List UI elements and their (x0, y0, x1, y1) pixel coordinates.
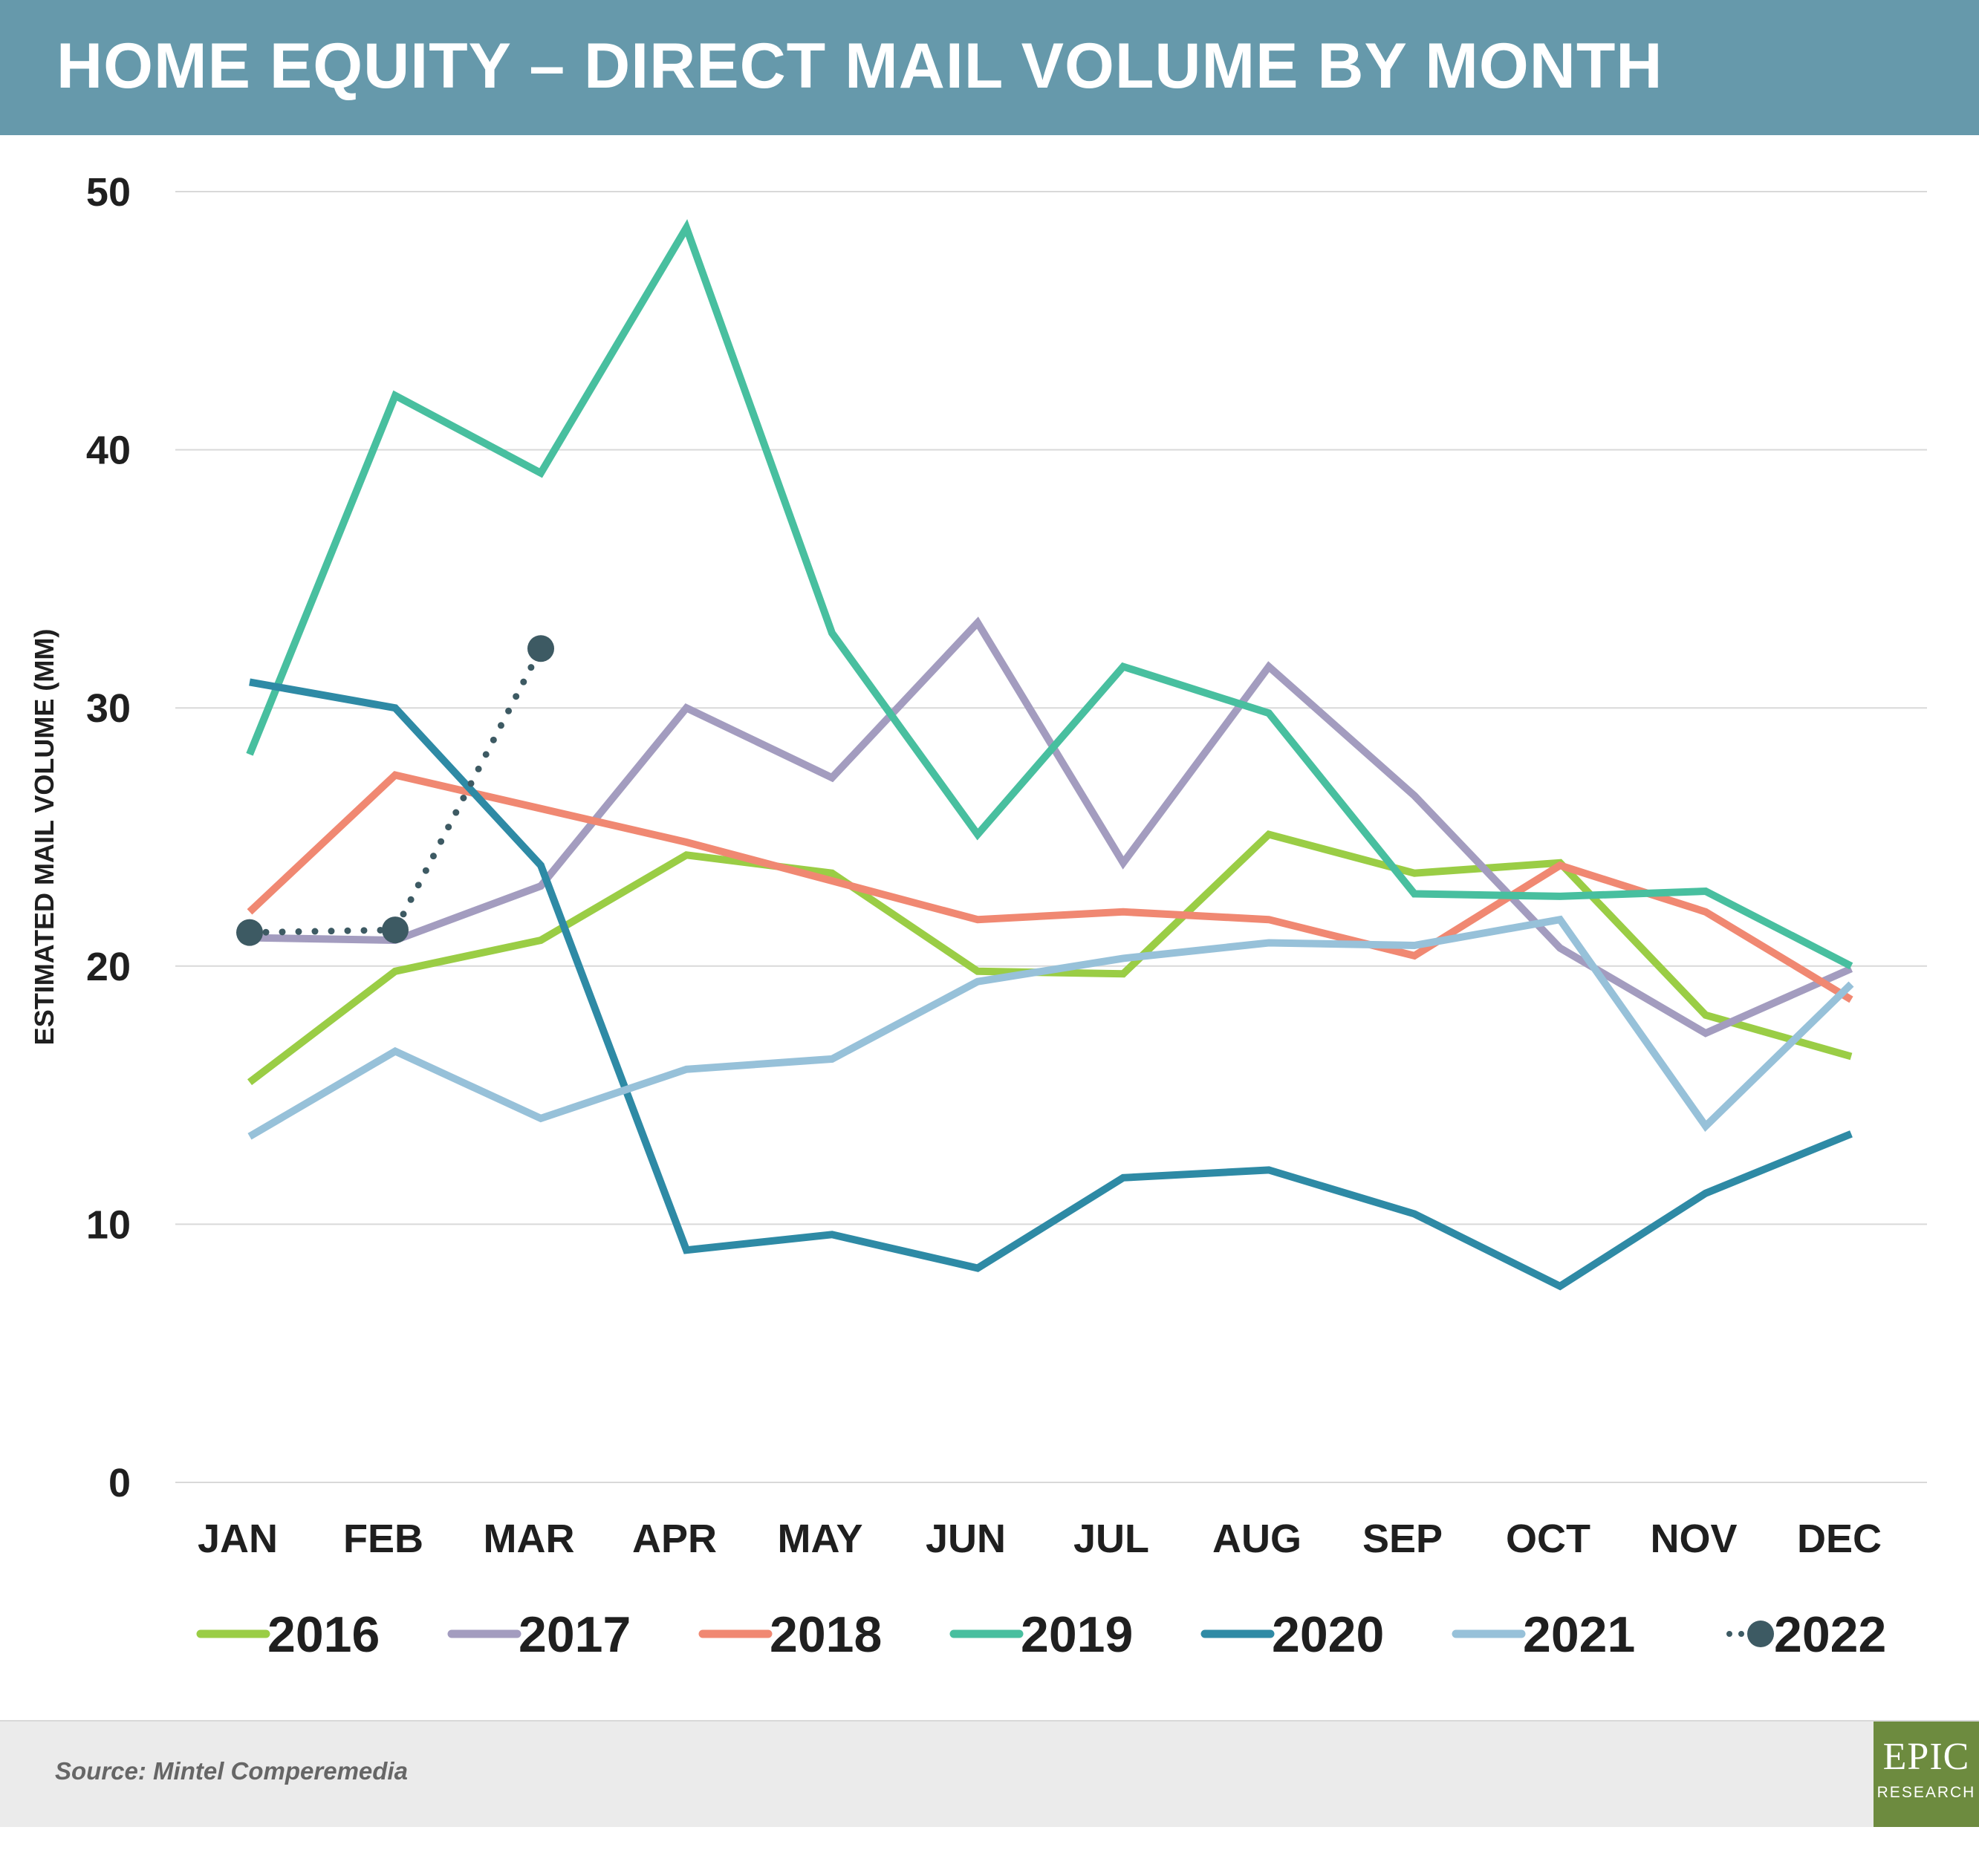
series-line-2019 (246, 219, 1853, 970)
footer: Source: Mintel Comperemedia EPIC RESEARC… (0, 1720, 1979, 1827)
source-note: Source: Mintel Comperemedia (55, 1757, 408, 1785)
x-tick-label: MAR (484, 1517, 575, 1561)
series-line-2018 (247, 771, 1853, 1003)
epic-research-logo: EPIC RESEARCH (1874, 1722, 1979, 1827)
legend-item-2021: 2021 (1452, 1606, 1635, 1663)
x-tick-label: JUN (926, 1517, 1006, 1561)
legend-label-2020: 2020 (1272, 1606, 1384, 1663)
legend-item-2020: 2020 (1200, 1606, 1384, 1663)
y-tick-label: 40 (86, 429, 131, 473)
x-tick-label: OCT (1506, 1517, 1590, 1561)
legend-label-2017: 2017 (519, 1606, 631, 1663)
legend-label-2018: 2018 (770, 1606, 882, 1663)
legend-item-2018: 2018 (698, 1606, 882, 1663)
legend-item-2017: 2017 (447, 1606, 631, 1663)
legend-label-2022: 2022 (1774, 1606, 1886, 1663)
x-tick-label: JUL (1073, 1517, 1149, 1561)
y-axis-label: ESTIMATED MAIL VOLUME (MM) (29, 629, 59, 1046)
legend-label-2016: 2016 (267, 1606, 380, 1663)
legend-item-2016: 2016 (196, 1606, 380, 1663)
x-tick-label: SEP (1362, 1517, 1443, 1561)
x-tick-label: AUG (1212, 1517, 1302, 1561)
logo-sub-text: RESEARCH (1876, 1784, 1976, 1801)
chart-title: HOME EQUITY – DIRECT MAIL VOLUME BY MONT… (56, 30, 1663, 102)
data-point-2022 (527, 635, 554, 662)
chart-header: HOME EQUITY – DIRECT MAIL VOLUME BY MONT… (0, 0, 1979, 135)
data-point-2022 (382, 916, 409, 944)
x-tick-label: FEB (343, 1517, 423, 1561)
legend-marker-2022 (1747, 1621, 1774, 1647)
legend-item-2019: 2019 (949, 1606, 1133, 1663)
x-tick-label: JAN (198, 1517, 278, 1561)
x-tick-label: DEC (1797, 1517, 1882, 1561)
y-tick-label: 10 (86, 1202, 131, 1247)
y-tick-label: 0 (108, 1461, 131, 1505)
line-chart: 0 10 20 30 40 50 JAN FEB MAR APR MAY JUN JUL AUG SEP O… (29, 170, 1927, 1663)
x-tick-label: APR (632, 1517, 717, 1561)
series-line-2021 (247, 915, 1854, 1140)
y-tick-label: 30 (86, 686, 131, 731)
y-tick-label: 50 (86, 170, 131, 215)
legend-item-2022: 2022 (1726, 1606, 1886, 1663)
legend-label-2019: 2019 (1021, 1606, 1133, 1663)
legend-label-2021: 2021 (1523, 1606, 1635, 1663)
series-line-2020 (249, 678, 1853, 1291)
logo-main-text: EPIC (1882, 1736, 1970, 1778)
x-tick-label: MAY (777, 1517, 862, 1561)
series-line-2017 (249, 616, 1853, 1038)
data-point-2022 (236, 919, 263, 946)
x-tick-label: NOV (1650, 1517, 1737, 1561)
series-line-2016 (247, 830, 1853, 1086)
y-tick-label: 20 (86, 945, 131, 989)
